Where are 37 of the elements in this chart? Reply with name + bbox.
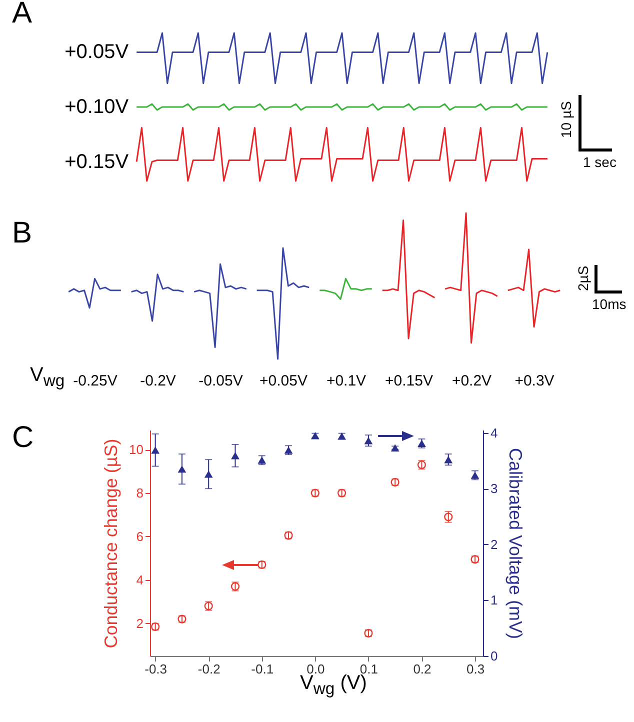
y2-tick-label: 0 [490, 648, 498, 664]
x-tick-label: +0.3V [514, 372, 554, 390]
point [444, 512, 453, 522]
y-tick-label: 10 [129, 442, 144, 458]
chart-title: B [12, 216, 32, 250]
y2-tick-label: 2 [490, 536, 498, 552]
x-tick-label: +0.1V [326, 372, 366, 390]
y2-tick-label: 3 [490, 481, 498, 496]
x-tick-label: -0.3 [144, 662, 168, 676]
x-tick-label: -0.1 [251, 662, 274, 676]
chart-title: A [12, 0, 32, 30]
x-tick-label: 0.3 [466, 662, 485, 676]
x-tick-label: 0.2 [413, 662, 432, 676]
y-tick-label: 6 [136, 528, 144, 544]
x-tick-label: -0.25V [73, 372, 118, 390]
x-tick-label: +0.2V [452, 372, 492, 390]
y-tick-label: 2 [136, 616, 144, 631]
series-label: +0.15V [64, 150, 130, 173]
y2-axis-title: Calibrated Voltage (mV) [506, 448, 526, 640]
y2-tick-label: 1 [490, 592, 498, 608]
x-axis-title: V$_{wg}$ [30, 364, 65, 391]
chart-title: C [12, 420, 34, 454]
text: 10ms [592, 296, 626, 312]
series-label: +0.10V [64, 96, 130, 118]
text: 1 sec [583, 154, 616, 170]
x-tick-label: +0.15V [385, 372, 433, 390]
text: 2µS [575, 266, 591, 291]
x-tick-label: -0.05V [198, 372, 243, 390]
y2-tick-label: 4 [490, 425, 498, 440]
y-axis-title: Conductance change (µS) [101, 438, 122, 648]
y-tick-label: 4 [136, 572, 144, 588]
series-label: +0.05V [64, 41, 130, 64]
y-tick-label: 8 [136, 486, 144, 501]
x-tick-label: -0.2 [198, 662, 220, 676]
text: 10 µS [558, 101, 574, 138]
x-tick-label: -0.2V [140, 372, 176, 390]
x-tick-label: +0.05V [260, 372, 308, 390]
